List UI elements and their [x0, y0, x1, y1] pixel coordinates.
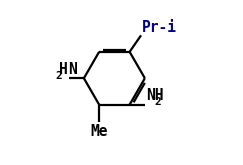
Text: H: H	[59, 62, 68, 77]
Text: 2: 2	[155, 97, 162, 107]
Text: 2: 2	[56, 70, 62, 81]
Text: NH: NH	[146, 88, 164, 103]
Text: Pr-i: Pr-i	[142, 20, 177, 35]
Text: Me: Me	[90, 124, 108, 139]
Text: N: N	[68, 62, 77, 77]
